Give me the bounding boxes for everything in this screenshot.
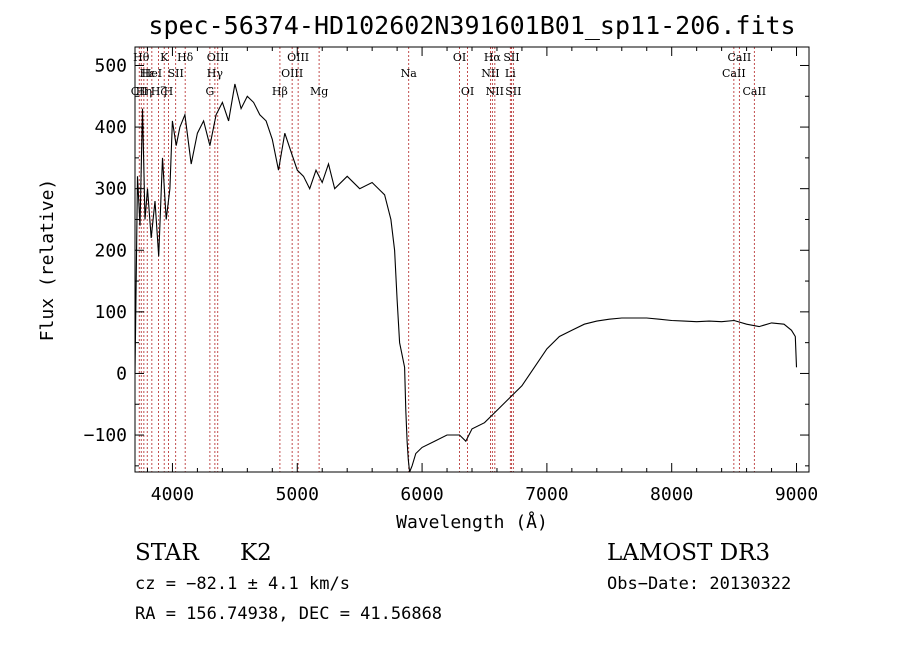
x-axis-ticks: 4000 5000 6000 7000 8000 9000	[146, 47, 818, 505]
chart-title: spec-56374-HD102602N391601B01_sp11-206.f…	[148, 11, 795, 40]
object-subclass: K2	[240, 540, 272, 566]
spectral-line-label: CaII	[728, 51, 752, 64]
y-axis-label: Flux (relative)	[37, 179, 58, 342]
y-tick-label: 400	[94, 117, 127, 138]
x-tick-label: 7000	[525, 484, 568, 505]
spectral-line-label: CaII	[742, 85, 766, 98]
spectral-line-label: Hα	[484, 51, 502, 64]
x-axis-label: Wavelength (Å)	[396, 511, 548, 533]
spectral-line-label: OIII	[281, 67, 303, 80]
spectral-line-label: OIII	[287, 51, 309, 64]
spectral-line-label: Hδ	[177, 51, 194, 64]
y-tick-label: −100	[84, 425, 127, 446]
spectral-line-label: Hβ	[272, 85, 288, 98]
object-class: STAR	[135, 540, 199, 566]
spectral-line-markers	[138, 47, 755, 472]
y-axis-ticks: −100 0 100 200 300 400 500	[84, 55, 809, 467]
spectral-line-label: K	[160, 51, 169, 64]
spectrum-line	[134, 83, 798, 473]
spectral-line-label: NII	[486, 85, 504, 98]
spectral-line-label: SII	[503, 51, 519, 64]
y-tick-label: 200	[94, 240, 127, 261]
spectral-line-label: Mg	[310, 85, 328, 98]
spectral-line-label: Hη	[136, 85, 152, 98]
spectral-line-label: Li	[505, 67, 516, 80]
spectral-line-label: Hγ	[207, 67, 224, 80]
y-tick-label: 300	[94, 179, 127, 200]
coordinates: RA = 156.74938, DEC = 41.56868	[135, 604, 442, 624]
y-tick-label: 0	[116, 363, 127, 384]
survey-name: LAMOST DR3	[607, 540, 770, 566]
x-tick-label: 9000	[775, 484, 818, 505]
spectral-line-label: OIII	[207, 51, 229, 64]
x-tick-label: 4000	[151, 484, 194, 505]
redshift-velocity: cz = −82.1 ± 4.1 km/s	[135, 574, 350, 594]
spectral-line-label: G	[205, 85, 214, 98]
spectral-line-label: CaII	[722, 67, 746, 80]
spectral-line-labels: CIIHθHηHεHeIHζKHSIIHδGHγOIIIHβOIIIOIIIMg…	[131, 51, 766, 98]
spectral-line-label: Na	[401, 67, 418, 80]
observation-date: Obs−Date: 20130322	[607, 574, 791, 594]
y-tick-label: 500	[94, 55, 127, 76]
x-tick-label: 5000	[276, 484, 319, 505]
plot-frame	[134, 46, 810, 473]
spectral-line-label: OI	[461, 85, 474, 98]
spectral-line-label: Hε	[140, 67, 156, 80]
spectral-line-label: H	[164, 85, 174, 98]
spectral-line-label: SII	[505, 85, 521, 98]
y-tick-label: 100	[94, 302, 127, 323]
spectral-line-label: NII	[481, 67, 499, 80]
spectral-line-label: Hθ	[133, 51, 150, 64]
x-tick-label: 8000	[650, 484, 693, 505]
spectral-line-label: Hζ	[151, 85, 167, 98]
spectral-line-label: HeI	[142, 67, 162, 80]
spectral-line-label: SII	[168, 67, 184, 80]
spectral-line-label: OI	[453, 51, 466, 64]
x-tick-label: 6000	[400, 484, 443, 505]
